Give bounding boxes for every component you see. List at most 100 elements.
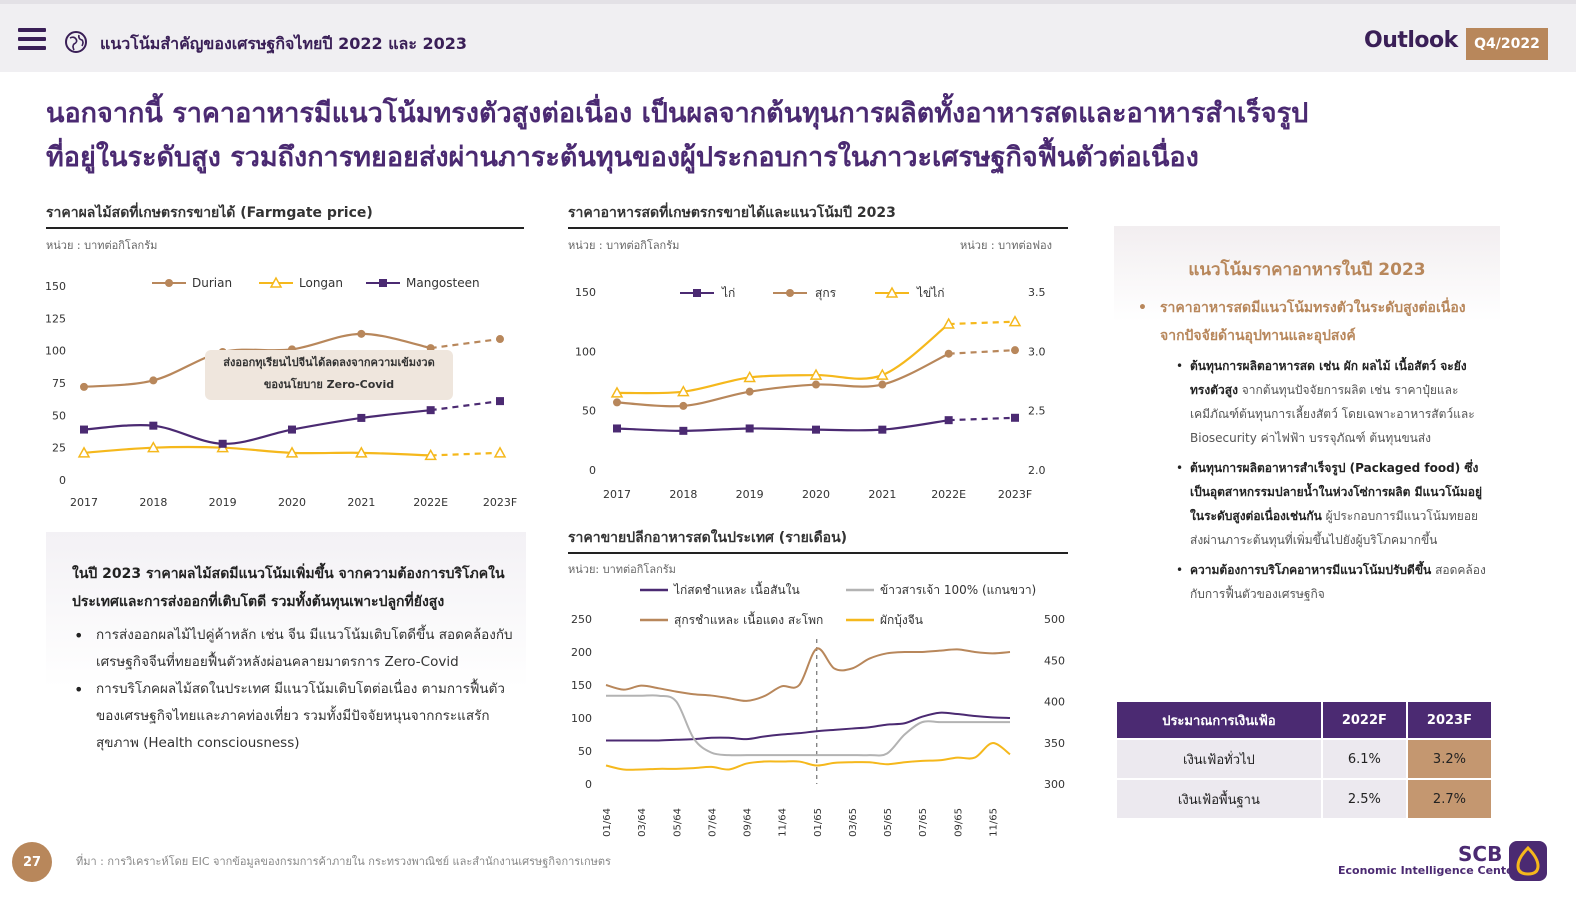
legend-label: Longan: [299, 276, 343, 290]
x-tick-label: 2020: [278, 496, 306, 509]
outlook-logo: Outlook: [1364, 28, 1458, 53]
legend-label: ไก่สดชำแหละ เนื้อสันใน: [673, 581, 800, 597]
fruit-outlook-item: การบริโภคผลไม้สดในประเทศ มีแนวโน้มเติบโต…: [72, 676, 522, 757]
data-point-mangosteen: [426, 406, 435, 415]
x-tick-label: 2021: [347, 496, 375, 509]
series-forecast-mangosteen: [430, 400, 501, 412]
legend-label: ผักบุ้งจีน: [880, 613, 923, 628]
scb-logo-icon: [1509, 841, 1547, 881]
value-2022: 2.5%: [1322, 780, 1406, 818]
page-number: 27: [12, 842, 52, 882]
series-forecast: [948, 320, 1016, 326]
data-point-longan: [77, 446, 91, 458]
y-tick-label: 125: [45, 312, 66, 325]
y-tick-label: 50: [582, 405, 596, 418]
x-tick-label: 2018: [139, 496, 167, 509]
y-tick-label: 100: [571, 712, 592, 725]
x-tick-label: 09/65: [953, 808, 964, 837]
inflation-table: ประมาณการเงินเฟ้อ 2022F 2023F เงินเฟ้อทั…: [1115, 700, 1493, 820]
y-tick-label: 0: [585, 778, 592, 791]
data-point: [677, 385, 690, 397]
legend-marker: [786, 289, 794, 297]
y2-tick-label: 400: [1044, 696, 1065, 709]
data-point: [812, 380, 820, 389]
series-line: [616, 352, 950, 408]
trend-item: ต้นทุนการผลิตอาหารสด เช่น ผัก ผลไม้ เนื้…: [1176, 354, 1490, 450]
series-line-durian: [83, 332, 431, 388]
legend-label: ข้าวสารเจ้า 100% (แกนขวา): [880, 583, 1036, 597]
data-point: [743, 370, 756, 383]
data-point-mangosteen: [496, 397, 504, 406]
table-row: เงินเฟ้อทั่วไป 6.1% 3.2%: [1117, 740, 1491, 778]
annotation-line-2: ของนโยบาย Zero-Covid: [263, 378, 395, 391]
x-tick-label: 2023F: [483, 496, 517, 509]
x-tick-label: 11/64: [778, 808, 789, 837]
data-point: [1011, 413, 1019, 422]
menu-icon[interactable]: [18, 28, 46, 52]
data-point: [812, 425, 820, 434]
trend-item-bold: ต้นทุนการผลิตอาหารสำเร็จรูป (Packaged fo…: [1190, 461, 1482, 523]
data-point: [679, 401, 688, 410]
retail-price-chart: 0 50 100 150 200 250 300 350 400 450 500 01/64 03/64…: [571, 581, 1065, 837]
fruit-price-chart: 0 25 50 75 100 125 150 2017 2018 2019 2020 2021 2022…: [45, 276, 517, 509]
food-chart-unit-right: หน่วย : บาทต่อฟอง: [960, 239, 1053, 252]
data-point-longan: [355, 446, 368, 458]
x-tick-label: 03/64: [637, 808, 648, 837]
y-tick-label: 25: [52, 442, 66, 455]
data-point: [878, 425, 887, 434]
x-tick-label: 2022E: [931, 488, 966, 501]
trend-item: ความต้องการบริโภคอาหารมีแนวโน้มปรับดีขึ้…: [1176, 558, 1490, 606]
data-point: [679, 426, 688, 435]
durian-annotation: ส่งออกทุเรียนไปจีนได้ลดลงจากความเข้มงวด …: [205, 350, 453, 400]
legend-marker: [269, 276, 283, 288]
data-point-durian: [80, 382, 88, 391]
trend-item-text: จากต้นทุนปัจจัยการผลิต เช่น ราคาปุ๋ยและเ…: [1190, 383, 1475, 445]
y-tick-label: 250: [571, 613, 592, 626]
y2-tick-label: 500: [1044, 613, 1065, 626]
trend-title: แนวโน้มราคาอาหารในปี 2023: [1188, 260, 1426, 280]
series-line: [605, 742, 1011, 771]
x-tick-label: 2020: [802, 488, 830, 501]
data-point-mangosteen: [149, 421, 158, 430]
series-line: [605, 647, 1011, 702]
legend-label: Durian: [192, 276, 232, 290]
table-header: 2022F: [1322, 702, 1406, 738]
value-2022: 6.1%: [1322, 740, 1406, 778]
series-line-longan: [83, 445, 431, 457]
retail-chart-rule: [568, 552, 1068, 554]
x-tick-label: 2017: [70, 496, 98, 509]
y2-tick-label: 3.0: [1028, 345, 1046, 358]
fruit-outlook-list: การส่งออกผลไม้ไปคู่ค้าหลัก เช่น จีน มีแน…: [72, 622, 522, 757]
y-tick-label: 100: [45, 345, 66, 358]
x-tick-label: 2021: [868, 488, 896, 501]
x-tick-label: 2019: [736, 488, 764, 501]
data-point: [610, 386, 624, 398]
x-tick-label: 2017: [603, 488, 631, 501]
series-line-mangosteen: [83, 409, 431, 445]
legend-label: Mangosteen: [406, 276, 480, 290]
x-tick-label: 01/65: [813, 808, 824, 837]
value-2023: 2.7%: [1407, 780, 1491, 818]
data-point-longan: [285, 446, 299, 458]
y-tick-label: 150: [45, 280, 66, 293]
series-line: [616, 323, 950, 395]
legend-label: สุกรชำแหละ เนื้อแดง สะโพก: [674, 611, 823, 628]
series-line: [605, 711, 1011, 742]
food-price-chart: 0 50 100 150 2.0 2.5 3.0 3.5 2017 2018 2019 2020 202…: [575, 286, 1046, 501]
x-tick-label: 07/64: [707, 808, 718, 837]
headline-line-2: ที่อยู่ในระดับสูง รวมถึงการทยอยส่งผ่านภา…: [46, 142, 1199, 173]
data-point: [613, 398, 621, 407]
legend-marker: [379, 279, 387, 287]
data-point: [944, 416, 953, 425]
trend-item-text: สอดคล้องกับการฟื้นตัวของเศรษฐกิจ: [1190, 563, 1486, 601]
data-point: [876, 368, 889, 380]
data-point: [745, 387, 754, 396]
x-tick-label: 2023F: [998, 488, 1032, 501]
legend-label: สุกร: [815, 286, 837, 301]
y2-tick-label: 2.0: [1028, 464, 1046, 477]
x-tick-label: 09/64: [743, 808, 754, 837]
row-label: เงินเฟ้อทั่วไป: [1117, 740, 1321, 778]
trend-item-bold: ต้นทุนการผลิตอาหารสด เช่น ผัก ผลไม้ เนื้…: [1190, 359, 1467, 397]
y2-tick-label: 3.5: [1028, 286, 1046, 299]
annotation-line-1: ส่งออกทุเรียนไปจีนได้ลดลงจากความเข้มงวด: [223, 356, 435, 369]
